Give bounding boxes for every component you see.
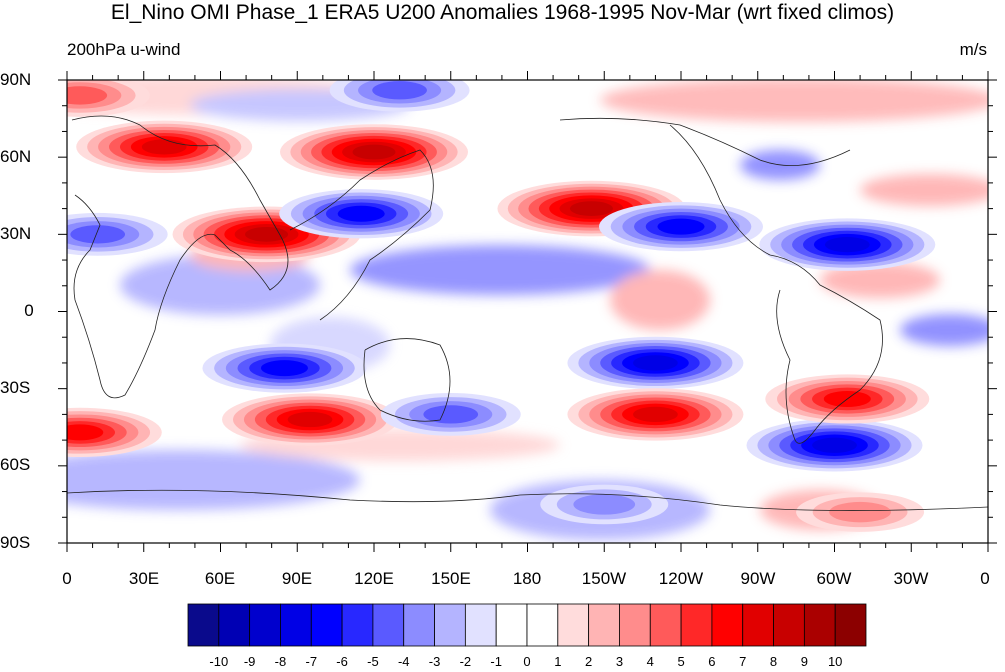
anomaly-center [759,218,936,271]
figure-title: El_Nino OMI Phase_1 ERA5 U200 Anomalies … [110,1,895,24]
colorbar-tick-label: 8 [769,654,778,669]
colorbar-swatch [280,603,312,647]
anomaly-center [599,202,763,252]
colorbar-swatch [711,603,744,647]
anomaly-center [67,80,150,117]
colorbar-swatch [742,603,774,647]
colorbar [187,603,867,647]
lon-label-60w: 60W [816,569,852,588]
colorbar-swatch [526,603,559,647]
colorbar-swatch [495,603,528,647]
colorbar-tick-label: 6 [708,654,716,669]
anomaly-center [746,419,923,472]
colorbar-swatch [341,603,374,647]
anomaly-center [280,124,468,180]
colorbar-swatch [434,603,466,647]
colorbar-tick-label: -8 [274,654,287,669]
lon-label-60e: 60E [204,569,236,588]
lon-label-180: 180 [512,569,542,588]
colorbar-tick-label: -5 [367,654,379,669]
anomaly-center [76,120,253,174]
lon-label-0: 0 [62,569,72,588]
lat-label-90s: 90S [0,533,31,552]
colorbar-swatch [649,603,682,647]
colorbar-tick-label: 1 [554,654,562,669]
lon-label-30w: 30W [893,569,929,588]
anomaly-center [567,336,744,390]
variable-label: 200hPa u-wind [67,40,181,59]
colorbar-tick-label: 10 [827,654,843,669]
colorbar-swatch [310,603,343,647]
lon-label-120w: 120W [658,569,704,588]
lat-label-60s: 60S [0,455,31,474]
lat-label-30n: 30N [0,224,32,243]
lon-label-150w: 150W [581,569,627,588]
anomaly-center [222,393,399,446]
colorbar-swatch [619,603,651,647]
colorbar-swatch [372,603,405,647]
colorbar-tick-label: -9 [243,654,256,669]
colorbar-tick-label: 5 [677,654,685,669]
colorbar-swatch [773,603,805,647]
colorbar-tick-label: 2 [585,654,593,669]
colorbar-tick-label: 9 [800,654,808,669]
colorbar-tick-label: 4 [646,654,654,669]
lat-label-30s: 30S [0,378,31,397]
colorbar-swatch [403,603,435,647]
colorbar-tick-label: 3 [615,654,624,669]
colorbar-swatch [803,603,836,647]
colorbar-swatch [588,603,620,647]
anomaly-center [796,492,925,532]
lat-label-eq: 0 [24,301,34,320]
colorbar-tick-label: 0 [523,654,531,669]
anomaly-field [67,80,988,543]
lat-label-60n: 60N [0,147,32,166]
lon-label-150e: 150E [431,569,471,588]
colorbar-swatch [187,603,220,647]
anomaly-center [67,212,168,256]
lat-label-90n: 90N [0,70,32,89]
colorbar-tick-label: 7 [739,654,747,669]
colorbar-tick-label: -6 [336,654,348,669]
anomaly-center [567,388,744,441]
lon-label-120e: 120E [354,569,394,588]
lon-label-30e: 30E [128,569,160,588]
units-label: m/s [959,40,987,59]
colorbar-tick-label: -10 [209,654,229,669]
colorbar-tick-label: -1 [490,654,502,669]
anomaly-center [279,189,444,239]
colorbar-swatch [249,603,281,647]
colorbar-swatch [557,603,590,647]
colorbar-tick-label: -4 [397,654,410,669]
axis-ticks [58,71,997,552]
coastlines [67,115,988,511]
lon-label-90w: 90W [740,569,776,588]
anomaly-center [67,407,162,457]
anomaly-center [540,484,669,525]
anomaly-center [380,392,521,436]
lon-label-90e: 90E [281,569,313,588]
colorbar-tick-label: -7 [305,654,318,669]
anomaly-center [497,180,686,237]
colorbar-tick-label: -3 [428,654,441,669]
anomaly-center [329,80,470,112]
colorbar-swatch [464,603,497,647]
lon-label-0-end: 0 [980,569,990,588]
anomaly-center [202,343,367,393]
colorbar-tick-label: -2 [459,654,472,669]
colorbar-swatch [218,603,251,647]
colorbar-swatch [834,603,867,647]
colorbar-swatch [680,603,713,647]
